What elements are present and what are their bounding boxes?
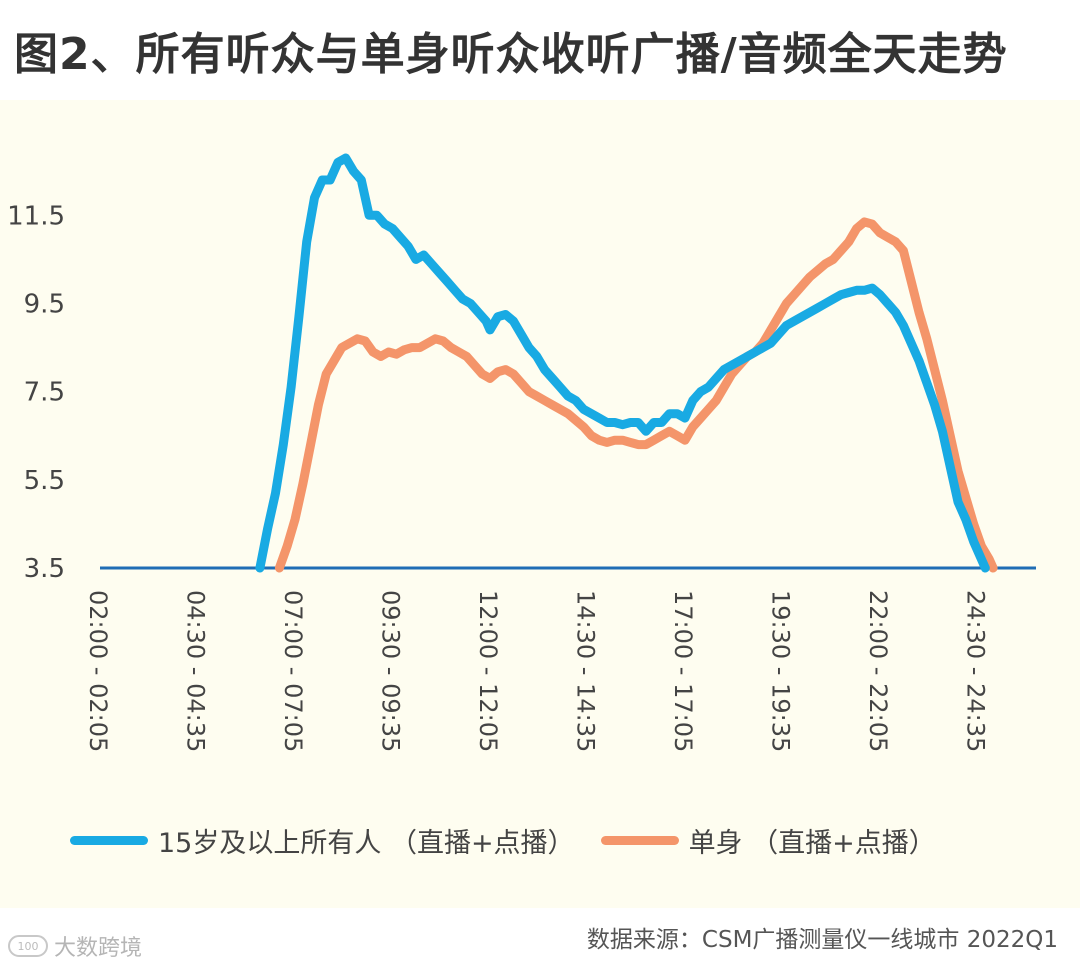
y-axis-ticks: 11.5 9.5 7.5 5.5 3.5 bbox=[7, 201, 65, 584]
data-source-note: 数据来源：CSM广播测量仪一线城市 2022Q1 bbox=[586, 927, 1058, 953]
y-tick-label: 7.5 bbox=[24, 378, 65, 408]
legend-swatch-single bbox=[600, 835, 679, 845]
chart-title: 图2、所有听众与单身听众收听广播/音频全天走势 bbox=[14, 29, 1008, 80]
x-axis-ticks: 02:00 - 02:05 04:30 - 04:35 07:00 - 07:05 0… bbox=[84, 590, 990, 752]
y-tick-label: 3.5 bbox=[24, 554, 65, 584]
legend-item-all-listeners[interactable]: 15岁及以上所有人 （直播+点播） bbox=[70, 821, 575, 860]
legend-swatch-all-listeners bbox=[70, 835, 148, 845]
y-tick-label: 11.5 bbox=[7, 201, 65, 231]
x-tick-label: 14:30 - 14:35 bbox=[572, 590, 600, 752]
x-tick-label: 19:30 - 19:35 bbox=[767, 590, 795, 752]
y-tick-label: 5.5 bbox=[24, 466, 65, 496]
x-tick-label: 12:00 - 12:05 bbox=[474, 590, 502, 752]
legend: 15岁及以上所有人 （直播+点播） 单身 （直播+点播） bbox=[70, 818, 936, 862]
watermark: 100 大数跨境 bbox=[8, 930, 142, 962]
series-line-single[interactable] bbox=[274, 217, 998, 573]
plot-background bbox=[0, 100, 1080, 908]
x-tick-label: 24:30 - 24:35 bbox=[962, 590, 990, 752]
watermark-text: 大数跨境 bbox=[54, 936, 143, 961]
x-tick-label: 09:30 - 09:35 bbox=[377, 590, 405, 752]
legend-item-single[interactable]: 单身 （直播+点播） bbox=[600, 821, 936, 860]
watermark-logo-icon: 100 bbox=[8, 935, 48, 957]
legend-label-all-listeners: 15岁及以上所有人 （直播+点播） bbox=[158, 827, 575, 859]
legend-label-single: 单身 （直播+点播） bbox=[688, 827, 936, 859]
series-line-all-listeners[interactable] bbox=[255, 153, 990, 573]
y-tick-label: 9.5 bbox=[24, 289, 65, 319]
x-tick-label: 22:00 - 22:05 bbox=[864, 590, 892, 752]
series-layer bbox=[255, 153, 998, 573]
x-tick-label: 17:00 - 17:05 bbox=[669, 590, 697, 752]
x-tick-label: 04:30 - 04:35 bbox=[182, 590, 210, 752]
x-tick-label: 02:00 - 02:05 bbox=[84, 590, 112, 752]
x-tick-label: 07:00 - 07:05 bbox=[279, 590, 307, 752]
